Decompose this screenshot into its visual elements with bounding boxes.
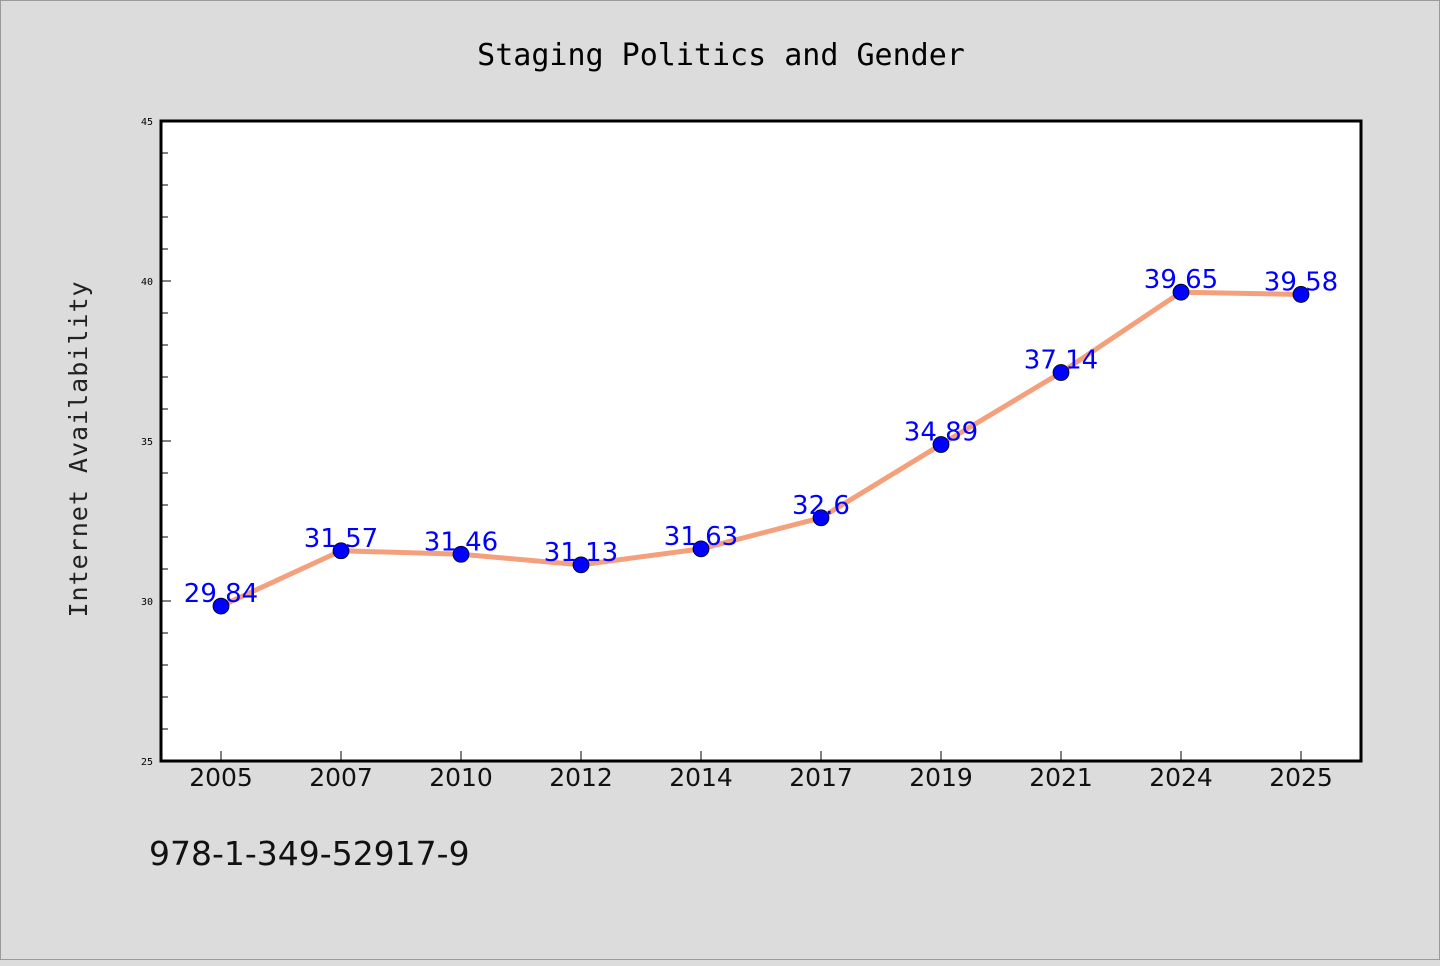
data-point	[812, 509, 830, 527]
x-tick-label: 2014	[669, 763, 733, 792]
x-tick-label: 2021	[1029, 763, 1093, 792]
data-point	[692, 540, 710, 558]
data-point	[572, 556, 590, 574]
data-point	[212, 597, 230, 615]
data-label: 31.46	[424, 527, 498, 557]
x-axis: 2005 2007 2010 2012 2014 2017 2019 2021 2024 2025	[189, 751, 1333, 792]
y-axis-label: Internet Availability	[64, 280, 93, 617]
data-label: 31.57	[304, 524, 378, 554]
data-label: 31.13	[544, 538, 618, 568]
series-layer	[212, 283, 1310, 615]
data-label: 31.63	[664, 522, 738, 552]
data-label: 34.89	[904, 418, 978, 448]
x-tick-label: 2017	[789, 763, 853, 792]
x-tick-label: 2019	[909, 763, 973, 792]
x-tick-label: 2010	[429, 763, 493, 792]
data-label: 39.65	[1144, 265, 1218, 295]
y-tick-label: 35	[141, 437, 153, 448]
x-tick-label: 2025	[1269, 763, 1333, 792]
data-point	[1172, 283, 1190, 301]
series-line	[218, 289, 1304, 609]
footer-code: 978-1-349-52917-9	[149, 834, 470, 873]
data-point	[1292, 286, 1310, 303]
data-label: 29.84	[184, 579, 258, 609]
plot-frame	[159, 119, 1363, 763]
data-point	[932, 436, 950, 453]
data-label: 39.58	[1264, 267, 1338, 297]
plot-area	[161, 121, 1361, 761]
x-tick-label: 2024	[1149, 763, 1213, 792]
x-tick-label: 2005	[189, 763, 253, 792]
x-tick-label: 2007	[309, 763, 373, 792]
data-label-layer: 29.84 31.57 31.46 31.13 31.63 32.6 34.89 37.14 3…	[184, 265, 1338, 609]
y-tick-label: 45	[141, 117, 153, 128]
chart-title: Staging Politics and Gender	[477, 38, 965, 73]
x-tick-label: 2012	[549, 763, 613, 792]
data-label: 37.14	[1024, 346, 1098, 376]
data-point	[452, 545, 470, 563]
y-tick-label: 30	[141, 597, 153, 608]
y-tick-label: 40	[141, 277, 153, 288]
y-tick-label: 25	[141, 757, 153, 768]
data-label: 32.6	[792, 491, 850, 521]
data-point	[332, 542, 350, 560]
data-point	[1052, 364, 1070, 381]
